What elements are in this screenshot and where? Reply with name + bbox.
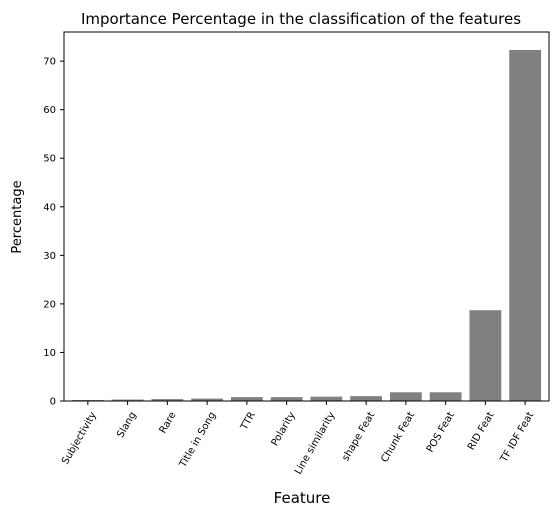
y-axis-label: Percentage bbox=[10, 180, 25, 253]
y-tick-label: 70 bbox=[43, 57, 56, 68]
bar-line-similarity bbox=[310, 396, 343, 401]
chart-title: Importance Percentage in the classificat… bbox=[81, 10, 521, 28]
x-tick-label: Subjectivity bbox=[60, 410, 99, 466]
bar-tf-idf-feat bbox=[509, 49, 542, 402]
bar-rare bbox=[151, 399, 184, 401]
bars-group bbox=[71, 49, 542, 402]
x-tick-label: Title in Song bbox=[177, 410, 218, 470]
bar-slang bbox=[111, 399, 144, 401]
bar-shape-feat bbox=[350, 396, 383, 401]
bar-pos-feat bbox=[429, 392, 462, 401]
y-tick-label: 0 bbox=[50, 397, 56, 408]
y-axis-ticks: 0 10 20 30 40 50 60 70 bbox=[43, 57, 64, 408]
y-tick-label: 20 bbox=[43, 299, 56, 310]
x-tick-label: Chunk Feat bbox=[379, 410, 417, 464]
y-tick-label: 60 bbox=[43, 105, 56, 116]
x-tick-label: TF IDF Feat bbox=[498, 410, 536, 465]
x-tick-label: shape Feat bbox=[340, 410, 377, 463]
x-tick-label: Slang bbox=[115, 410, 139, 440]
plot-frame bbox=[63, 31, 550, 402]
bar-title-in-song bbox=[191, 398, 224, 401]
x-tick-label: Line similarity bbox=[293, 410, 338, 476]
y-tick-label: 50 bbox=[43, 154, 56, 165]
bar-rid-feat bbox=[469, 310, 502, 401]
x-tick-label: RID Feat bbox=[466, 410, 497, 452]
bar-polarity bbox=[270, 397, 303, 401]
bar-chunk-feat bbox=[389, 392, 422, 401]
x-axis-ticks: Subjectivity Slang Rare Title in Song TTR Pol… bbox=[60, 401, 536, 476]
x-tick-label: Polarity bbox=[270, 410, 298, 448]
y-tick-label: 30 bbox=[43, 251, 56, 262]
bar-ttr bbox=[230, 397, 263, 401]
x-tick-label: TTR bbox=[238, 410, 258, 433]
y-tick-label: 10 bbox=[43, 348, 56, 359]
y-tick-label: 40 bbox=[43, 202, 56, 213]
x-tick-label: POS Feat bbox=[425, 410, 457, 454]
x-tick-label: Rare bbox=[158, 410, 179, 435]
x-axis-label: Feature bbox=[274, 489, 331, 507]
